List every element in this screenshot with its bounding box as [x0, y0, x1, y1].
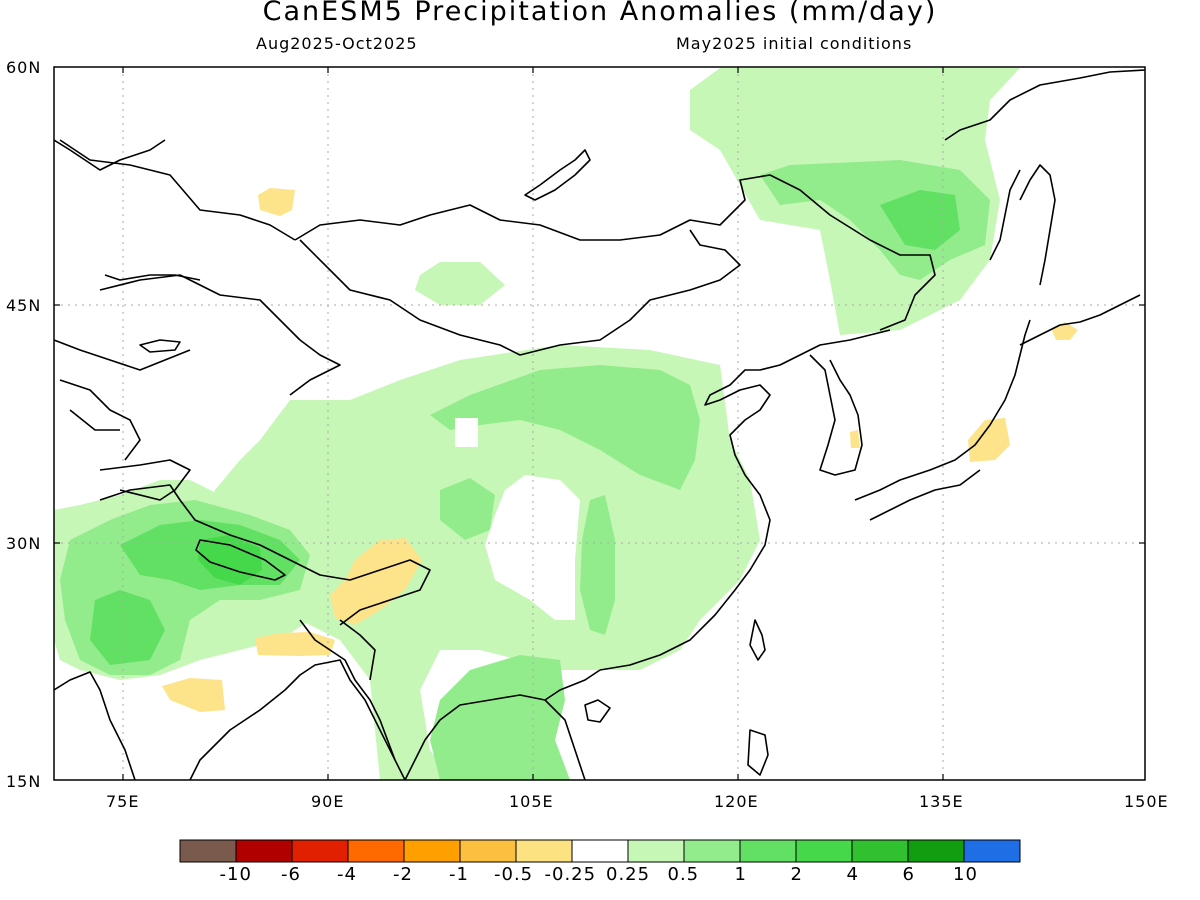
taiwan-outline	[749, 619, 766, 661]
colorbar-box	[739, 839, 797, 863]
lon-label-120e: 120E	[714, 792, 759, 811]
colorbar-box	[235, 839, 293, 863]
precipitation-map	[53, 66, 1146, 781]
japan-hokkaido	[1019, 294, 1141, 346]
colorbar-label: 1	[734, 864, 747, 885]
korea-outline	[809, 354, 863, 476]
northwest-russia	[54, 139, 201, 281]
hainan-outline	[584, 699, 611, 723]
lon-label-105e: 105E	[509, 792, 554, 811]
colorbar-box	[459, 839, 517, 863]
colorbar-label: 10	[953, 864, 978, 885]
colorbar-box	[403, 839, 461, 863]
indochina-coast	[404, 669, 601, 780]
colorbar-label: -0.5	[494, 864, 534, 885]
colorbar-box	[851, 839, 909, 863]
colorbar-label: -1	[449, 864, 469, 885]
tick-marks	[54, 67, 1145, 780]
colorbar-box	[291, 839, 349, 863]
colorbar-label: -6	[281, 864, 301, 885]
colorbar-box	[963, 839, 1021, 863]
baikal-outline	[524, 149, 591, 201]
india-coast	[54, 659, 406, 780]
anomaly-area-nepal-bright	[198, 535, 262, 585]
anomaly-area-south-china-mid	[580, 495, 615, 635]
colorbar-box	[683, 839, 741, 863]
philippines-outline	[747, 729, 769, 776]
colorbar-box	[347, 839, 405, 863]
colorbar-box	[907, 839, 965, 863]
lon-label-135e: 135E	[919, 792, 964, 811]
subtitle-initial-conditions: May2025 initial conditions	[676, 34, 913, 53]
map-title: CanESM5 Precipitation Anomalies (mm/day)	[262, 0, 938, 27]
russia-china-border	[294, 174, 936, 331]
anomaly-area-bengal-dry	[255, 632, 335, 656]
kazakhstan-border	[59, 139, 341, 396]
colorbar-box	[179, 839, 237, 863]
lat-label-60n: 60N	[6, 58, 42, 77]
himalaya-border	[99, 484, 431, 626]
lon-label-75e: 75E	[106, 792, 140, 811]
colorbar-box	[795, 839, 853, 863]
map-frame	[53, 66, 1146, 781]
anomaly-area-siberia-dry	[258, 188, 295, 216]
okhotsk-coast	[944, 69, 1145, 261]
colorbar-box	[571, 839, 629, 863]
anomaly-neutral-north	[455, 418, 478, 447]
anomaly-shading	[54, 68, 1078, 780]
colorbar-box	[515, 839, 573, 863]
sakhalin-coast	[1019, 164, 1056, 286]
colorbar-label: -4	[337, 864, 357, 885]
anomaly-area-west-india-green	[90, 590, 165, 665]
lat-label-30n: 30N	[6, 534, 42, 553]
colorbar-boxes	[179, 839, 1021, 863]
colorbar-box	[627, 839, 685, 863]
colorbar-label: -2	[393, 864, 413, 885]
anomaly-area-arabian-dry	[162, 678, 225, 712]
anomaly-neutral-sichuan	[485, 475, 580, 620]
lat-label-45n: 45N	[6, 296, 42, 315]
colorbar	[179, 839, 1021, 863]
mongolia-border	[299, 229, 741, 356]
japan-honshu	[854, 319, 1031, 521]
colorbar-label: -0.25	[544, 864, 597, 885]
nepal-outline	[195, 539, 286, 581]
anomaly-area-mongolia-light	[415, 262, 505, 305]
anomaly-area-korea-dry	[850, 430, 860, 448]
lon-label-150e: 150E	[1124, 792, 1169, 811]
anomaly-area-japan-dry	[968, 418, 1010, 462]
lon-label-90e: 90E	[311, 792, 345, 811]
central-asia-borders	[54, 339, 191, 501]
colorbar-label: -10	[219, 864, 252, 885]
anomaly-area-indochina-mid	[430, 655, 570, 780]
bangladesh-myanmar	[299, 619, 396, 761]
balkhash-outline	[139, 339, 181, 353]
lat-label-15n: 15N	[6, 772, 42, 791]
anomaly-area-gobi-mid	[430, 365, 700, 490]
anomaly-area-central-mid	[440, 478, 495, 540]
anomaly-area-northeast-green	[880, 190, 960, 250]
colorbar-label: 2	[790, 864, 803, 885]
colorbar-label: 0.25	[606, 864, 651, 885]
china-coast	[599, 329, 891, 671]
coastlines	[54, 69, 1145, 780]
colorbar-label: 0.5	[667, 864, 700, 885]
anomaly-area-northeast-mid	[760, 160, 990, 280]
colorbar-label: 4	[846, 864, 859, 885]
anomaly-area-tibet-dry	[330, 538, 422, 625]
colorbar-label: 6	[902, 864, 915, 885]
subtitle-period: Aug2025-Oct2025	[256, 34, 418, 53]
